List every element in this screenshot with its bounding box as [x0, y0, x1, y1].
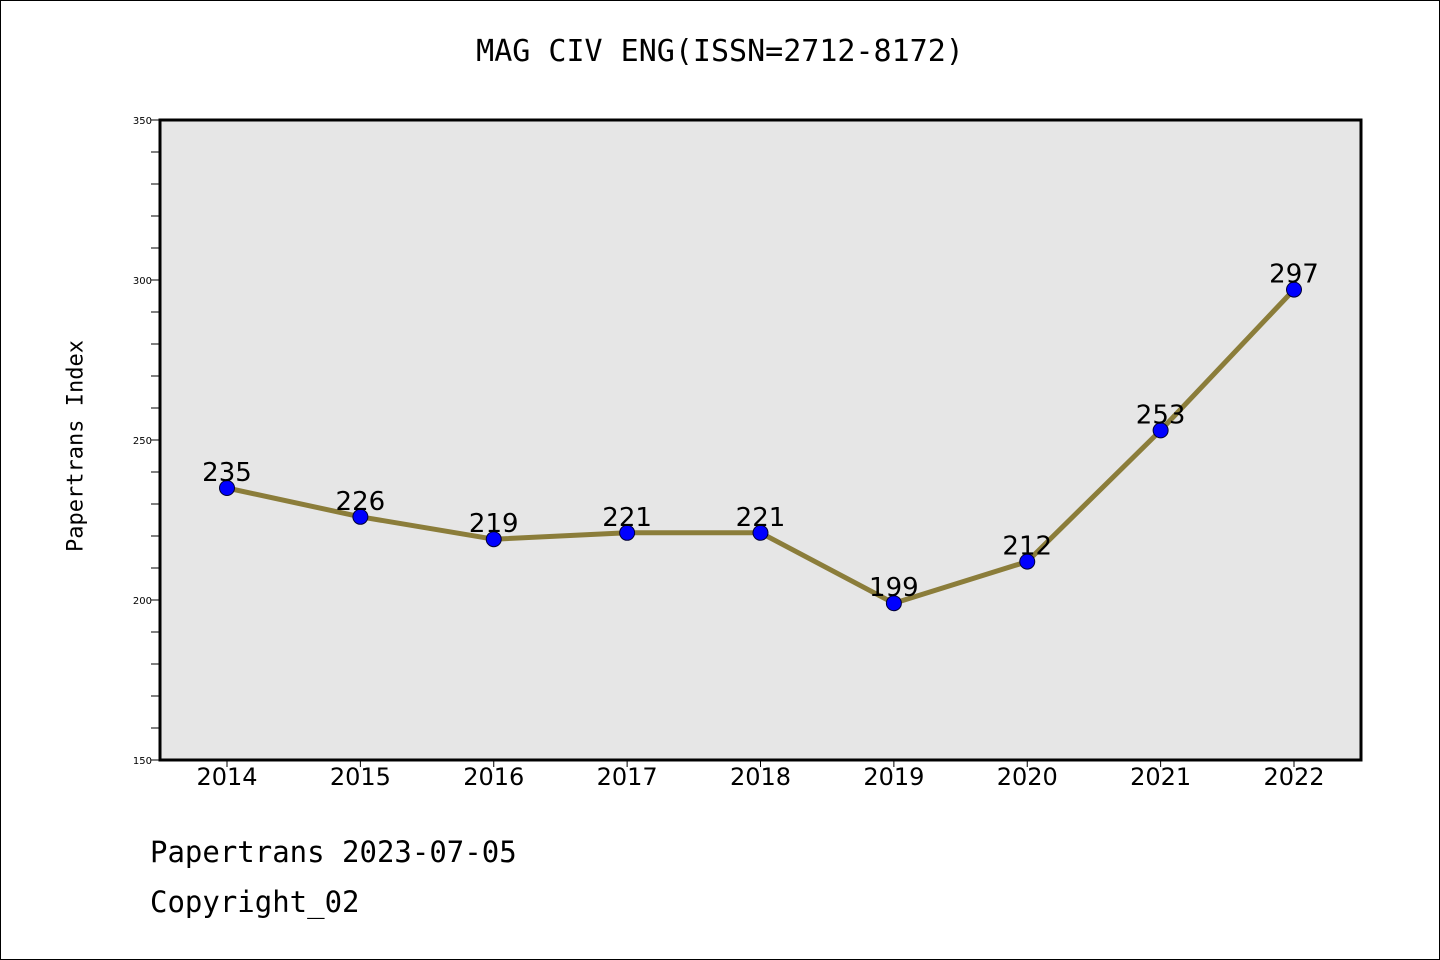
x-tick-label: 2016	[463, 763, 524, 791]
data-point	[219, 480, 235, 496]
x-tick-label: 2017	[597, 763, 658, 791]
y-tick-label: 300	[133, 276, 152, 287]
x-tick-label: 2014	[196, 763, 257, 791]
data-label: 199	[869, 573, 919, 603]
data-point	[1019, 553, 1036, 570]
data-label: 226	[336, 487, 386, 517]
data-label: 297	[1269, 260, 1319, 290]
chart-title: MAG CIV ENG(ISSN=2712-8172)	[476, 34, 964, 69]
data-label: 219	[469, 509, 519, 539]
x-tick-label: 2022	[1263, 763, 1324, 791]
x-tick-label: 2015	[330, 763, 391, 791]
x-axis-ticks: 2014 2015 2016 2017 2018 2019 2020 2021 2022	[196, 760, 1325, 791]
x-tick-label: 2018	[730, 763, 791, 791]
data-label: 212	[1002, 532, 1052, 562]
data-label: 235	[202, 458, 252, 488]
data-label: 221	[602, 503, 652, 533]
data-point	[352, 508, 369, 525]
y-tick-label: 150	[133, 756, 152, 767]
data-point	[1152, 422, 1169, 439]
x-tick-label: 2021	[1130, 763, 1191, 791]
x-tick-label: 2019	[863, 763, 924, 791]
data-point	[752, 524, 769, 541]
data-label: 253	[1136, 400, 1186, 430]
plot-area	[160, 120, 1361, 760]
plot-border	[158, 118, 1363, 762]
footer-source: Papertrans 2023-07-05	[150, 835, 517, 869]
x-tick-label: 2020	[997, 763, 1058, 791]
y-axis-ticks: 150 200 250 300 350	[133, 116, 160, 767]
data-label: 221	[736, 503, 786, 533]
data-point	[885, 595, 902, 612]
data-point	[485, 531, 502, 548]
data-point	[619, 524, 636, 541]
y-tick-label: 200	[133, 596, 152, 607]
y-tick-label: 250	[133, 436, 152, 447]
y-tick-label: 350	[133, 116, 152, 127]
footer-copyright: Copyright_02	[150, 885, 360, 919]
data-point	[1286, 281, 1302, 298]
series-group: 235 226 219 221 221 199 212 253 297	[202, 260, 1319, 612]
